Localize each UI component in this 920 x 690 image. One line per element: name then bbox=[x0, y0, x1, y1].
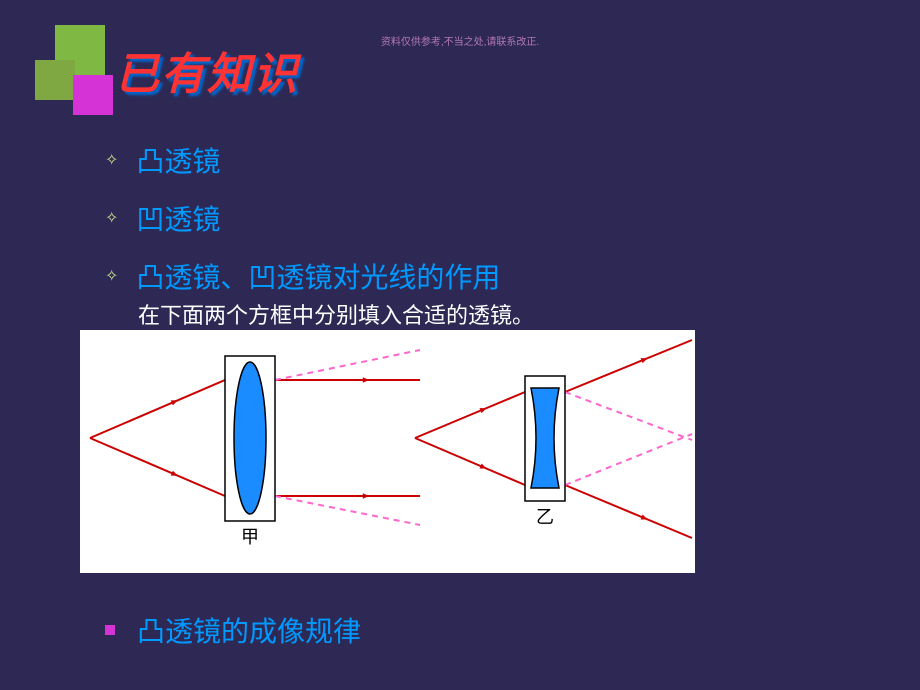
lens-diagram-svg: 甲乙 bbox=[80, 330, 695, 573]
page-title: 已有知识 bbox=[115, 38, 299, 102]
knowledge-list: ✧ 凸透镜 ✧ 凹透镜 ✧ 凸透镜、凹透镜对光线的作用 bbox=[105, 140, 500, 314]
instruction-text: 在下面两个方框中分别填入合适的透镜。 bbox=[138, 298, 534, 330]
diamond-bullet-icon: ✧ bbox=[105, 266, 118, 286]
list-item: ✧ 凸透镜、凹透镜对光线的作用 bbox=[105, 256, 500, 296]
list-item: ✧ 凸透镜 bbox=[105, 140, 500, 180]
diamond-bullet-icon: ✧ bbox=[105, 208, 118, 228]
disclaimer-text: 资料仅供参考,不当之处,请联系改正. bbox=[381, 33, 539, 48]
svg-text:甲: 甲 bbox=[241, 527, 259, 547]
svg-text:乙: 乙 bbox=[536, 507, 554, 527]
bottom-list-item: 凸透镜的成像规律 bbox=[105, 610, 361, 650]
lens-diagram: 甲乙 bbox=[80, 330, 695, 573]
deco-square-green-2 bbox=[35, 60, 75, 100]
list-item-label: 凹透镜 bbox=[136, 198, 220, 238]
diamond-bullet-icon: ✧ bbox=[105, 150, 118, 170]
bottom-item-label: 凸透镜的成像规律 bbox=[137, 610, 361, 650]
deco-square-purple bbox=[73, 75, 113, 115]
list-item: ✧ 凹透镜 bbox=[105, 198, 500, 238]
list-item-label: 凸透镜、凹透镜对光线的作用 bbox=[136, 256, 500, 296]
square-bullet-icon bbox=[105, 625, 115, 635]
list-item-label: 凸透镜 bbox=[136, 140, 220, 180]
